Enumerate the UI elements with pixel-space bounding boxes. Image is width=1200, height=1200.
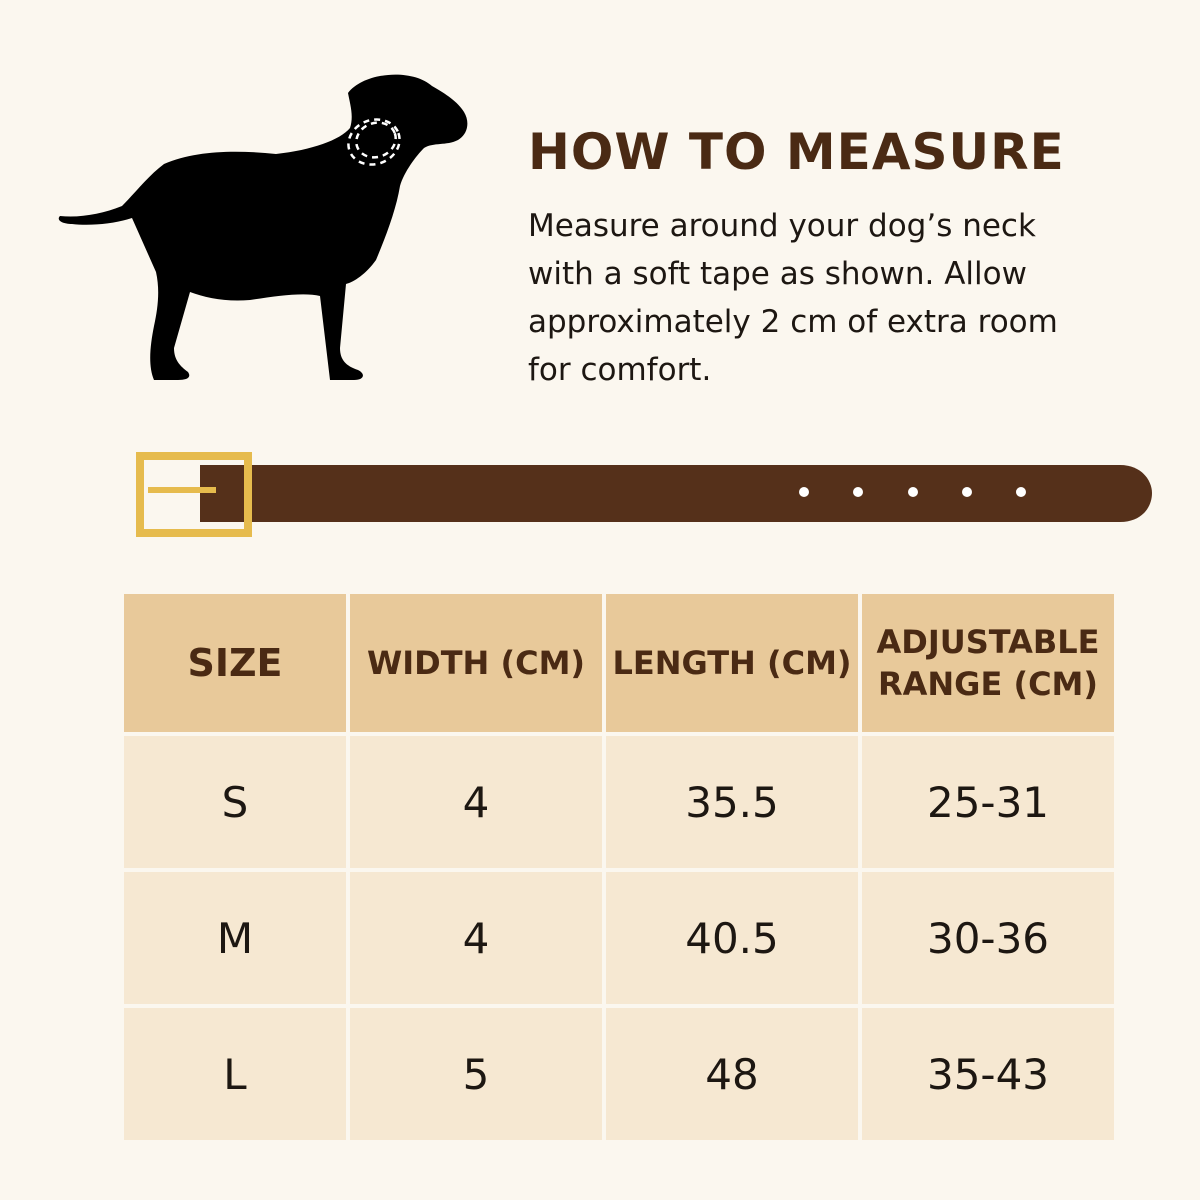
header-length: LENGTH (CM) [606, 594, 858, 732]
collar-hole [799, 487, 809, 497]
cell-width: 4 [350, 736, 602, 868]
table-header-row: SIZE WIDTH (CM) LENGTH (CM) ADJUSTABLE R… [124, 594, 1114, 732]
cell-length: 48 [606, 1008, 858, 1140]
header-size: SIZE [124, 594, 346, 732]
cell-size: M [124, 872, 346, 1004]
header-width: WIDTH (CM) [350, 594, 602, 732]
collar-hole [1016, 487, 1026, 497]
size-chart-table: SIZE WIDTH (CM) LENGTH (CM) ADJUSTABLE R… [120, 590, 1118, 1144]
table-row: L 5 48 35-43 [124, 1008, 1114, 1140]
neck-measure-line-inner [355, 121, 397, 159]
dog-body [58, 74, 468, 380]
cell-width: 4 [350, 872, 602, 1004]
dog-silhouette-icon [58, 74, 468, 380]
cell-length: 40.5 [606, 872, 858, 1004]
instructions-heading: HOW TO MEASURE [528, 123, 1065, 181]
instructions-body: Measure around your dog’s neck with a so… [528, 208, 1058, 388]
cell-range: 35-43 [862, 1008, 1114, 1140]
cell-size: L [124, 1008, 346, 1140]
collar-hole [908, 487, 918, 497]
header-range-line2: RANGE (CM) [877, 665, 1099, 703]
neck-measure-line-outer [347, 118, 401, 166]
instructions-panel: HOW TO MEASURE Measure around your dog’s… [528, 120, 1148, 394]
buckle-icon [136, 452, 252, 537]
table-row: M 4 40.5 30-36 [124, 872, 1114, 1004]
collar-icon [136, 452, 1152, 537]
cell-size: S [124, 736, 346, 868]
cell-length: 35.5 [606, 736, 858, 868]
cell-width: 5 [350, 1008, 602, 1140]
collar-hole [962, 487, 972, 497]
buckle-tongue [148, 487, 216, 493]
cell-range: 25-31 [862, 736, 1114, 868]
cell-range: 30-36 [862, 872, 1114, 1004]
header-range-line1: ADJUSTABLE [876, 623, 1100, 661]
collar-hole [853, 487, 863, 497]
table-row: S 4 35.5 25-31 [124, 736, 1114, 868]
collar-strap [200, 465, 1152, 522]
header-adjustable-range: ADJUSTABLE RANGE (CM) [862, 594, 1114, 732]
